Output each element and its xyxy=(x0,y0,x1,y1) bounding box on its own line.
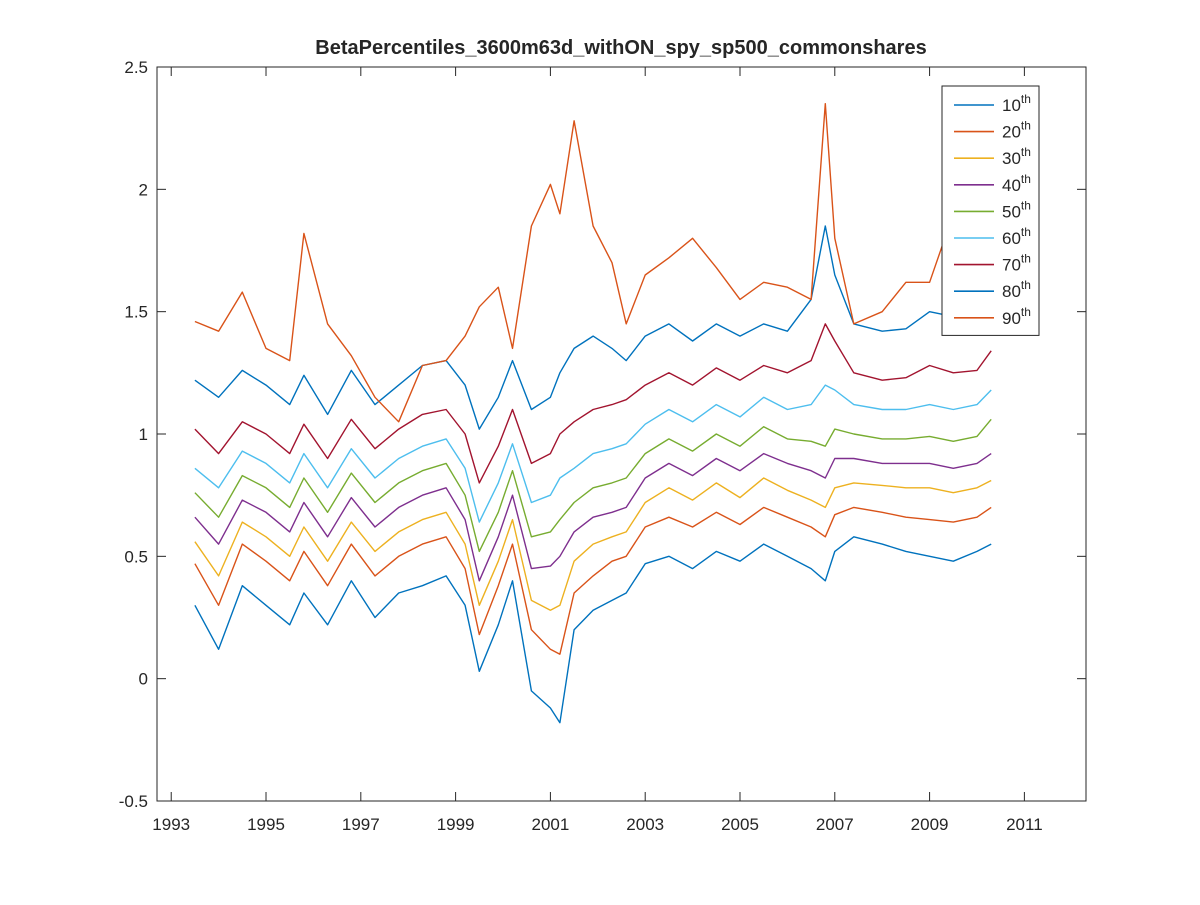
y-tick-label: -0.5 xyxy=(119,792,148,811)
series-line-80th xyxy=(194,225,992,430)
legend-label-20th: 20th xyxy=(1002,119,1031,142)
x-tick-label: 2011 xyxy=(1006,815,1043,834)
ticks-layer: 1993 1995 1997 1999 2001 2003 2005 2007 2009 2011… xyxy=(119,58,1086,834)
x-tick-label: 1997 xyxy=(342,815,380,834)
x-tick-label: 2005 xyxy=(721,815,759,834)
series-line-70th xyxy=(194,323,992,484)
y-tick-label: 0.5 xyxy=(124,547,148,566)
y-tick-label: 1.5 xyxy=(124,303,148,322)
x-tick-label: 2009 xyxy=(911,815,949,834)
chart-title: BetaPercentiles_3600m63d_withON_spy_sp50… xyxy=(315,37,926,59)
legend-label-10th: 10th xyxy=(1002,92,1031,115)
series-line-40th xyxy=(194,452,992,582)
plot-area: 1993 1995 1997 1999 2001 2003 2005 2007 2009 2011… xyxy=(119,58,1087,834)
y-tick-label: 1 xyxy=(139,425,148,444)
y-tick-label: 0 xyxy=(139,670,148,689)
axes-box xyxy=(156,66,1087,802)
legend-label-80th: 80th xyxy=(1002,278,1031,301)
series-line-90th xyxy=(194,102,992,423)
legend: 10th 20th 30th 40th 50th 60th 70th 80th 90th xyxy=(941,85,1040,336)
x-tick-label: 1999 xyxy=(437,815,475,834)
x-tick-label: 2007 xyxy=(816,815,854,834)
series-line-30th xyxy=(194,477,992,611)
x-tick-label: 2001 xyxy=(531,815,569,834)
x-tick-label: 2003 xyxy=(626,815,664,834)
legend-label-40th: 40th xyxy=(1002,172,1031,195)
legend-label-30th: 30th xyxy=(1002,145,1031,168)
series-line-20th xyxy=(194,506,992,655)
legend-label-90th: 90th xyxy=(1002,305,1031,328)
x-tick-label: 1995 xyxy=(247,815,285,834)
legend-label-60th: 60th xyxy=(1002,225,1031,248)
legend-label-50th: 50th xyxy=(1002,198,1031,221)
x-tick-label: 1993 xyxy=(152,815,190,834)
legend-label-70th: 70th xyxy=(1002,252,1031,275)
y-tick-label: 2 xyxy=(139,180,148,199)
y-tick-label: 2.5 xyxy=(124,58,148,77)
series-layer xyxy=(194,102,992,724)
series-line-10th xyxy=(194,536,992,724)
series-line-60th xyxy=(194,384,992,523)
series-line-50th xyxy=(194,418,992,553)
